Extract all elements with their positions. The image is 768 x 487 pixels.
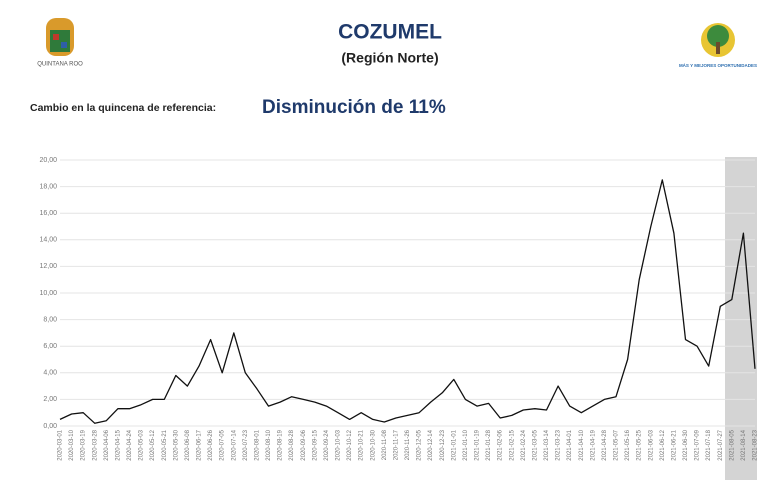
- x-tick-label: 2020-08-28: [289, 429, 295, 460]
- x-tick-label: 2021-07-18: [706, 429, 712, 460]
- x-tick-label: 2020-05-30: [173, 429, 179, 460]
- annotation-label: Cambio en la quincena de referencia:: [30, 102, 216, 114]
- y-tick-label: 14,00: [39, 237, 57, 244]
- x-tick-label: 2021-02-15: [509, 429, 515, 460]
- x-tick-label: 2021-06-12: [660, 429, 666, 460]
- x-tick-label: 2020-10-21: [359, 429, 365, 460]
- y-tick-label: 6,00: [43, 343, 57, 350]
- x-tick-label: 2021-08-14: [741, 429, 747, 460]
- y-tick-label: 10,00: [39, 290, 57, 297]
- x-tick-label: 2020-09-06: [301, 429, 307, 460]
- x-tick-label: 2020-08-10: [266, 429, 272, 460]
- x-tick-label: 2021-06-30: [683, 429, 689, 460]
- x-tick-label: 2020-04-24: [127, 429, 133, 460]
- x-tick-label: 2020-12-14: [428, 429, 434, 460]
- x-tick-label: 2020-12-23: [440, 429, 446, 460]
- x-tick-label: 2021-03-05: [532, 429, 538, 460]
- x-tick-label: 2020-10-12: [347, 429, 353, 460]
- x-tick-label: 2021-04-19: [590, 429, 596, 460]
- x-tick-label: 2021-05-25: [637, 429, 643, 460]
- annotation: Disminución de 11%: [262, 97, 446, 118]
- x-tick-label: 2021-07-27: [718, 429, 724, 460]
- x-tick-label: 2021-04-28: [602, 429, 608, 460]
- right-logo: MÁS Y MEJORES OPORTUNIDADES: [679, 23, 757, 68]
- y-tick-label: 8,00: [43, 316, 57, 323]
- right-logo-text: MÁS Y MEJORES OPORTUNIDADES: [679, 62, 757, 68]
- x-tick-label: 2020-06-08: [185, 429, 191, 460]
- x-tick-label: 2021-04-10: [579, 429, 585, 460]
- data-line: [59, 179, 756, 424]
- y-tick-label: 4,00: [43, 370, 57, 377]
- x-tick-label: 2020-11-08: [382, 429, 388, 460]
- y-tick-label: 12,00: [39, 263, 57, 270]
- x-tick-label: 2020-04-15: [115, 429, 121, 460]
- x-tick-label: 2021-01-01: [451, 429, 457, 460]
- y-tick-label: 16,00: [39, 210, 57, 217]
- left-logo: QUINTANA ROO: [37, 18, 83, 68]
- x-tick-label: 2021-03-14: [544, 429, 550, 460]
- x-tick-label: 2021-07-09: [695, 429, 701, 460]
- left-logo-text: QUINTANA ROO: [37, 62, 83, 68]
- y-tick-label: 20,00: [39, 157, 57, 164]
- x-tick-label: 2021-01-19: [475, 429, 481, 460]
- x-tick-label: 2021-08-23: [753, 429, 759, 460]
- x-tick-label: 2021-01-28: [486, 429, 492, 460]
- x-tick-label: 2020-05-21: [162, 429, 168, 460]
- x-tick-label: 2021-06-03: [648, 429, 654, 460]
- x-tick-label: 2020-03-19: [81, 429, 87, 460]
- x-tick-label: 2021-08-05: [729, 429, 735, 460]
- x-tick-label: 2020-10-03: [336, 429, 342, 460]
- subtitle: (Región Norte): [341, 50, 438, 66]
- x-tick-label: 2020-08-19: [278, 429, 284, 460]
- x-tick-label: 2020-10-30: [370, 429, 376, 460]
- x-tick-label: 2020-03-10: [69, 429, 75, 460]
- x-tick-label: 2020-07-23: [243, 429, 249, 460]
- y-tick-label: 0,00: [43, 423, 57, 430]
- x-tick-label: 2021-05-16: [625, 429, 631, 460]
- x-tick-label: 2021-05-07: [614, 429, 620, 460]
- x-tick-label: 2020-06-26: [208, 429, 214, 460]
- x-tick-label: 2020-11-26: [405, 429, 411, 460]
- x-tick-label: 2020-03-01: [58, 429, 64, 460]
- x-tick-label: 2020-04-06: [104, 429, 110, 460]
- x-tick-label: 2021-02-06: [498, 429, 504, 460]
- y-tick-label: 2,00: [43, 396, 57, 403]
- x-tick-label: 2020-09-15: [312, 429, 318, 460]
- y-tick-label: 18,00: [39, 183, 57, 190]
- x-tick-label: 2020-06-17: [197, 429, 203, 460]
- plot: 0,00 2,00 4,00 6,00 8,00 10,00 12,00 14,00 16,00…: [39, 157, 758, 461]
- x-tick-label: 2021-02-24: [521, 429, 527, 460]
- x-tick-label: 2021-03-23: [556, 429, 562, 460]
- x-tick-label: 2020-11-17: [393, 429, 399, 460]
- x-tick-label: 2020-12-05: [417, 429, 423, 460]
- x-tick-label: 2020-05-12: [150, 429, 156, 460]
- x-tick-label: 2021-06-21: [671, 429, 677, 460]
- x-tick-label: 2020-07-14: [231, 429, 237, 460]
- x-tick-label: 2020-08-01: [254, 429, 260, 460]
- x-tick-label: 2021-04-01: [567, 429, 573, 460]
- x-tick-label: 2020-07-05: [220, 429, 226, 460]
- x-tick-label: 2021-01-10: [463, 429, 469, 460]
- title: COZUMEL: [338, 21, 442, 44]
- x-tick-label: 2020-05-03: [139, 429, 145, 460]
- x-tick-label: 2020-09-24: [324, 429, 330, 460]
- x-tick-label: 2020-03-28: [92, 429, 98, 460]
